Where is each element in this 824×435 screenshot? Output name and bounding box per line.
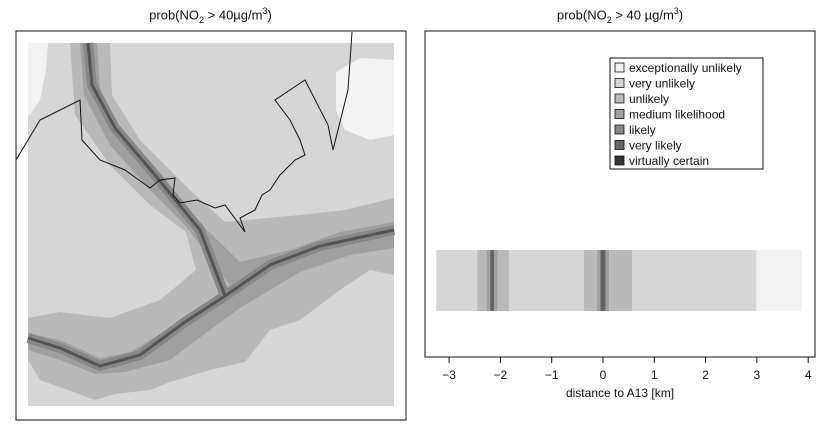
left-title-prefix: prob(NO (149, 7, 200, 23)
map-frame (15, 30, 407, 421)
legend-swatch-3 (614, 109, 625, 119)
probability-map (15, 30, 407, 421)
legend-swatch-0 (614, 62, 625, 73)
x-tick-label-0: −3 (442, 368, 456, 382)
band-13 (756, 250, 803, 311)
band-9 (600, 250, 606, 311)
x-tick-label-3: 0 (600, 368, 607, 382)
right-title-sup: 3 (673, 6, 679, 16)
band-1 (477, 250, 487, 311)
legend: exceptionally unlikely very unlikelyunlik… (609, 57, 764, 170)
x-tick-label-5: 2 (702, 368, 709, 382)
right-title-prefix: prob(NO (556, 7, 607, 23)
left-panel-title: prob(NO2 > 40µg/m3) (15, 6, 406, 25)
right-title-sub: 2 (606, 14, 612, 25)
legend-swatch-1 (614, 78, 625, 88)
map-road-lower (27, 228, 395, 368)
x-tick-label-4: 1 (651, 368, 658, 382)
band-2 (486, 250, 491, 311)
legend-label-0: exceptionally unlikely (629, 61, 742, 75)
band-6 (509, 250, 585, 311)
right-panel-title: prob(NO2 > 40 µg/m3) (425, 6, 815, 25)
band-0 (436, 250, 478, 311)
band-5 (497, 250, 510, 311)
band-8 (596, 250, 601, 311)
right-title-suffix: ) (678, 7, 684, 23)
legend-label-4: likely (629, 123, 656, 137)
band-3 (490, 250, 495, 311)
left-title-sup: 3 (262, 6, 268, 16)
band-10 (605, 250, 610, 311)
legend-label-2: unlikely (629, 92, 669, 106)
left-title-sub: 2 (199, 14, 205, 25)
legend-label-5: very likely (629, 139, 682, 153)
legend-swatch-5 (614, 140, 625, 150)
legend-label-6: virtually certain (629, 154, 709, 168)
map-outline (16, 31, 353, 233)
x-tick-label-1: −2 (494, 368, 508, 382)
legend-swatch-2 (614, 93, 625, 104)
map-road-upper (86, 42, 227, 297)
band-12 (632, 250, 757, 311)
right-title-mid: > 40 µg/m (611, 7, 674, 23)
legend-box (609, 57, 764, 170)
legend-label-1: very unlikely (629, 77, 695, 91)
legend-swatch-4 (614, 124, 625, 135)
legend-swatch-6 (614, 155, 625, 166)
cross-section-chart: −3 −2 −1 0 1 2 3 4 distance to A13 [km] excepti… (424, 30, 816, 400)
band-11 (609, 250, 633, 311)
x-axis-title: distance to A13 [km] (566, 386, 674, 400)
x-tick-label-7: 4 (805, 368, 812, 382)
band-7 (584, 250, 597, 311)
left-title-mid: > 40µg/m (204, 7, 263, 23)
x-axis: −3 −2 −1 0 1 2 3 4 (442, 356, 812, 382)
band-4 (494, 250, 498, 311)
legend-label-3: medium likelihood (629, 108, 725, 122)
map-patch-exceptional-left (28, 43, 48, 115)
x-tick-label-2: −1 (545, 368, 559, 382)
x-tick-label-6: 3 (754, 368, 761, 382)
probability-bands (436, 250, 803, 311)
map-patch-exceptional-right (336, 58, 394, 140)
left-title-suffix: ) (267, 7, 272, 23)
